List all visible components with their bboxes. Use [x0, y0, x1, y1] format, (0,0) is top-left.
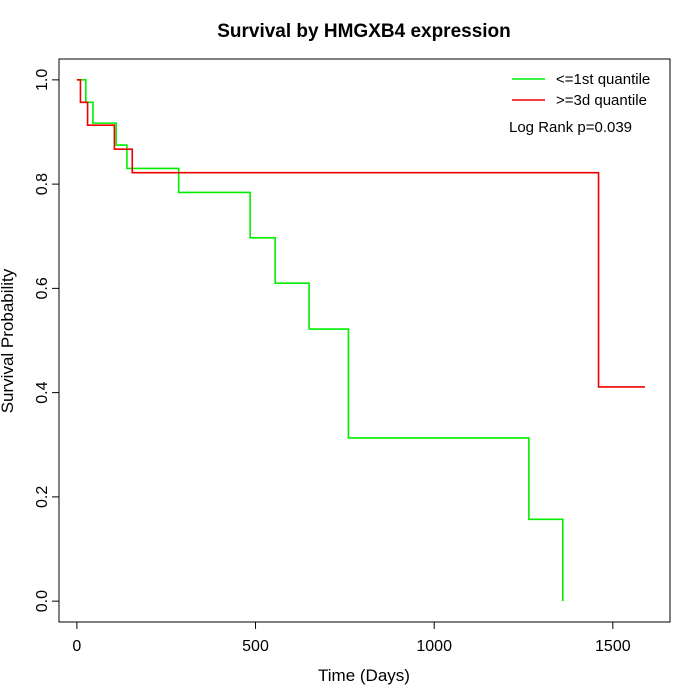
series-line-0 — [76, 79, 564, 602]
legend: <=1st quantile >=3d quantile — [512, 71, 650, 109]
y-axis: 0.0 0.2 0.4 0.6 0.8 1.0 — [34, 69, 60, 612]
legend-label: <=1st quantile — [556, 71, 650, 88]
y-tick-label: 0.0 — [34, 590, 51, 612]
x-tick-label: 0 — [72, 638, 81, 655]
plot-frame — [58, 58, 671, 623]
y-axis-label: Survival Probability — [0, 268, 17, 413]
x-axis-label: Time (Days) — [318, 666, 410, 685]
y-tick-label: 0.6 — [34, 277, 51, 299]
x-tick-label: 1000 — [416, 638, 452, 655]
x-tick-label: 500 — [242, 638, 269, 655]
log-rank-annotation: Log Rank p=0.039 — [509, 119, 632, 136]
y-tick-label: 0.8 — [34, 173, 51, 195]
chart-title: Survival by HMGXB4 expression — [217, 21, 511, 42]
x-tick-label: 1500 — [595, 638, 631, 655]
legend-label: >=3d quantile — [556, 92, 647, 109]
x-axis: 0 500 1000 1500 — [72, 621, 631, 655]
series-line-1 — [76, 79, 645, 388]
y-tick-label: 0.4 — [34, 381, 51, 403]
y-tick-label: 0.2 — [34, 486, 51, 508]
series-layer — [76, 79, 645, 602]
y-tick-label: 1.0 — [34, 69, 51, 91]
